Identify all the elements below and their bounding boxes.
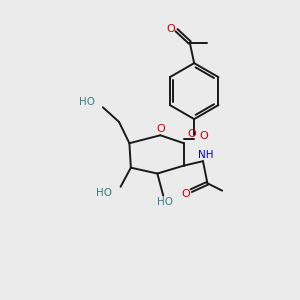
Text: O: O	[188, 129, 197, 140]
Text: HO: HO	[96, 188, 112, 198]
Text: O: O	[181, 189, 190, 199]
Text: O: O	[167, 24, 176, 34]
Text: HO: HO	[79, 97, 94, 107]
Text: O: O	[200, 131, 208, 141]
Text: O: O	[157, 124, 165, 134]
Text: HO: HO	[157, 197, 173, 207]
Text: NH: NH	[198, 150, 213, 160]
